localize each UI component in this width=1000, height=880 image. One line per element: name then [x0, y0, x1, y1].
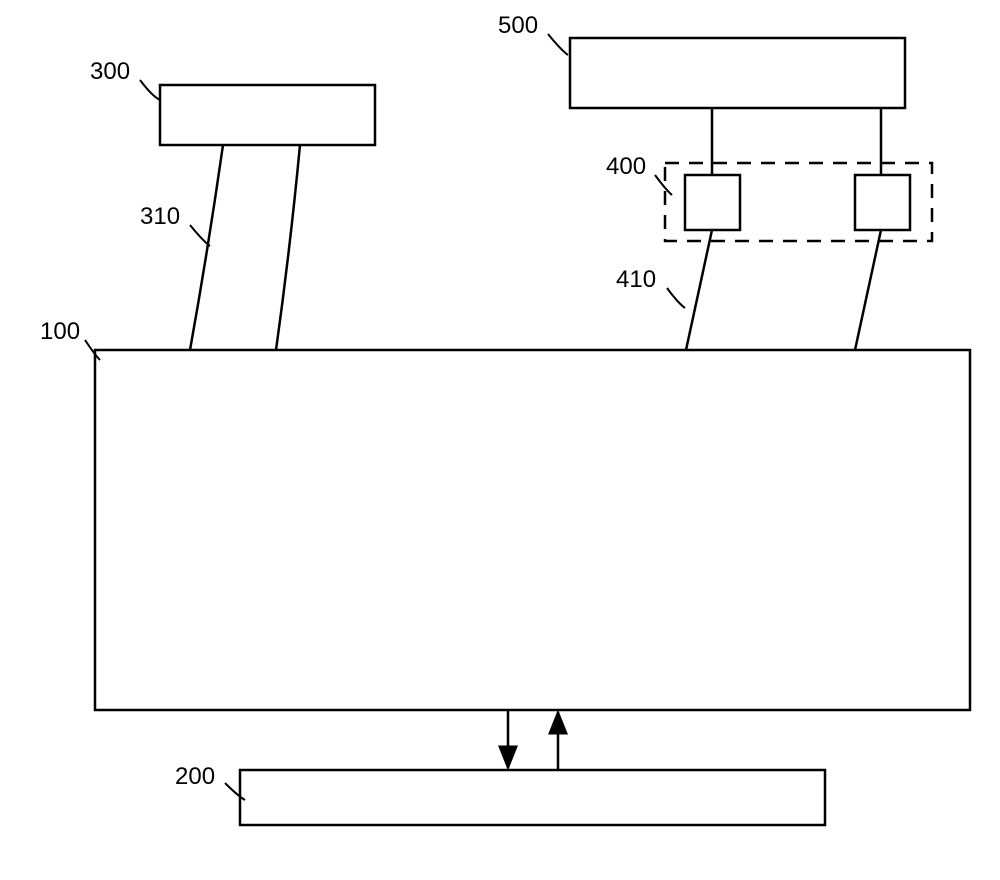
band-310-right	[276, 145, 300, 350]
box-500	[570, 38, 905, 108]
leader-300	[140, 80, 160, 100]
box-400-right	[855, 175, 910, 230]
box-300	[160, 85, 375, 145]
curve-402-to-100	[855, 230, 881, 350]
band-310-left	[190, 145, 223, 350]
box-200	[240, 770, 825, 825]
leader-200	[225, 783, 245, 800]
curve-401-to-100	[686, 230, 712, 350]
box-100	[95, 350, 970, 710]
label-200: 200	[175, 763, 215, 791]
leader-400	[655, 175, 672, 195]
label-300: 300	[90, 58, 130, 86]
label-100: 100	[40, 318, 80, 346]
leader-310	[190, 225, 210, 246]
box-400-left	[685, 175, 740, 230]
leader-500	[548, 34, 568, 55]
label-410: 410	[616, 266, 656, 294]
leader-410	[667, 288, 685, 308]
label-500: 500	[498, 12, 538, 40]
label-400: 400	[606, 153, 646, 181]
label-310: 310	[140, 203, 180, 231]
